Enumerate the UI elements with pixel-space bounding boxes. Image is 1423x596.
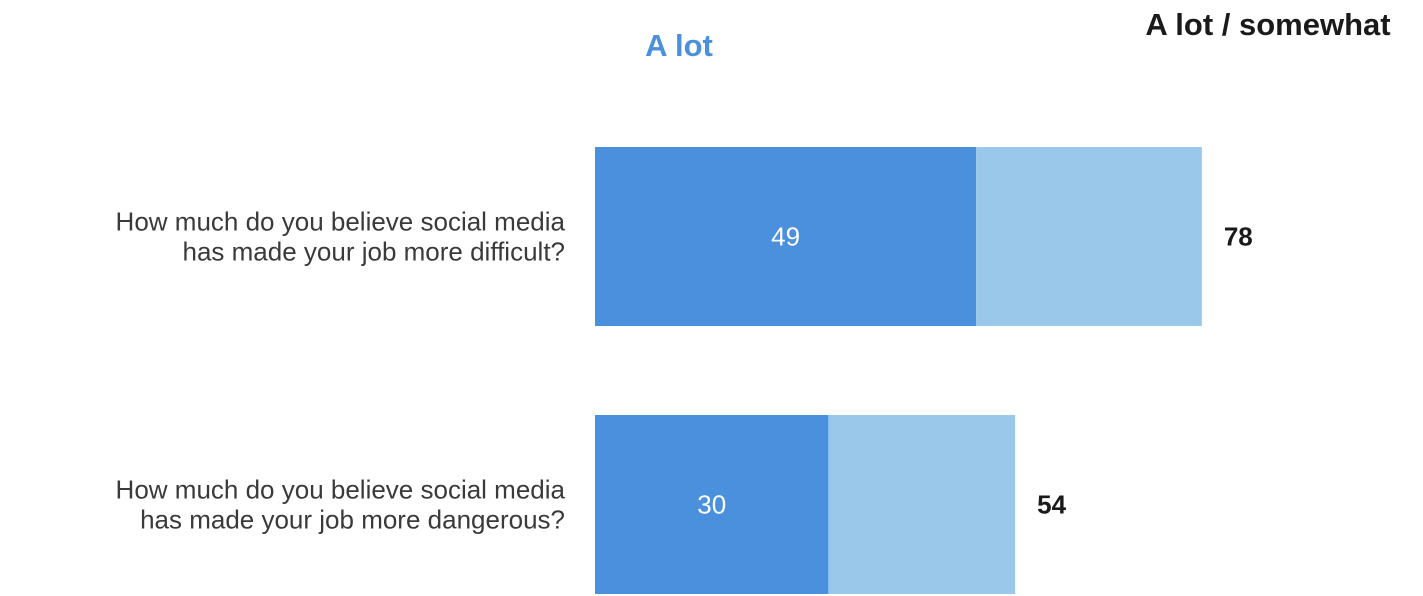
category-label-0-line-1: has made your job more difficult? bbox=[183, 237, 566, 267]
bar-a-lot-0 bbox=[595, 147, 977, 326]
value-label-total-1: 54 bbox=[1037, 490, 1066, 520]
header-total: A lot / somewhat bbox=[1145, 7, 1390, 42]
value-label-a-lot-0: 49 bbox=[771, 222, 800, 252]
category-label-0-line-0: How much do you believe social media bbox=[116, 207, 566, 237]
bar-somewhat-1 bbox=[828, 415, 1016, 594]
bar-a-lot-1 bbox=[595, 415, 829, 594]
bars-group: 49 78 How much do you believe social media… bbox=[116, 147, 1253, 594]
header-a-lot: A lot bbox=[645, 28, 713, 63]
category-label-1-line-0: How much do you believe social media bbox=[116, 475, 566, 505]
value-label-total-0: 78 bbox=[1224, 222, 1253, 252]
bar-somewhat-0 bbox=[976, 147, 1202, 326]
category-label-1-line-1: has made your job more dangerous? bbox=[140, 505, 565, 535]
value-label-a-lot-1: 30 bbox=[697, 490, 726, 520]
